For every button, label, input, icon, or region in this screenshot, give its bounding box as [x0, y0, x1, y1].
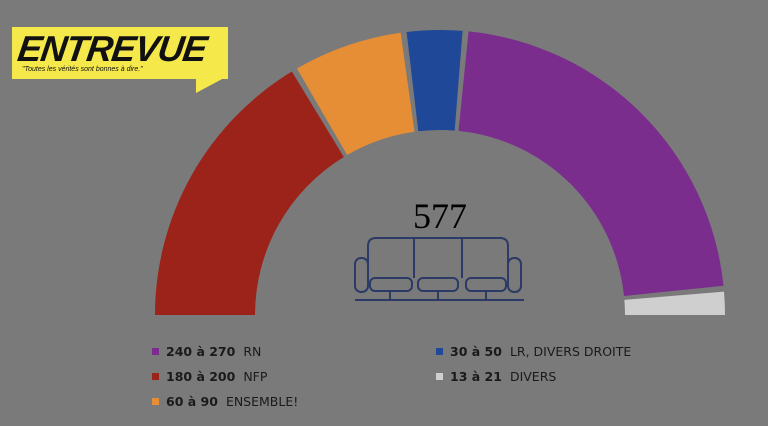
segment-ensemble [296, 32, 415, 155]
legend-range: 60 à 90 [166, 394, 218, 409]
segment-divers [624, 291, 725, 315]
legend-item: 240 à 270 RN [152, 344, 261, 359]
legend-swatch [152, 398, 159, 405]
legend-range: 30 à 50 [450, 344, 502, 359]
legend-swatch [436, 373, 443, 380]
sofa-icon [354, 237, 524, 301]
legend-label: NFP [243, 369, 268, 384]
legend-label: RN [243, 344, 262, 359]
legend-item: 60 à 90 ENSEMBLE! [152, 394, 298, 409]
legend-item: 180 à 200 NFP [152, 369, 267, 384]
legend-label: LR, DIVERS DROITE [509, 344, 632, 359]
entrevue-logo: ENTREVUE "Toutes les vérités sont bonnes… [12, 27, 228, 79]
segment-nfp [155, 71, 344, 316]
legend-label: ENSEMBLE! [225, 394, 299, 409]
legend-range: 180 à 200 [166, 369, 236, 384]
logo-speech-tail [196, 78, 224, 93]
legend-swatch [152, 373, 159, 380]
legend-swatch [436, 348, 443, 355]
legend-item: 30 à 50 LR, DIVERS DROITE [436, 344, 631, 359]
legend-range: 240 à 270 [166, 344, 236, 359]
legend-swatch [152, 348, 159, 355]
legend-label: DIVERS [509, 369, 557, 384]
segment-rn [458, 31, 724, 296]
segment-lr-divers-droite [406, 29, 463, 132]
logo-tagline: "Toutes les vérités sont bonnes à dire." [22, 66, 143, 73]
total-seats: 577 [413, 196, 467, 236]
legend-item: 13 à 21 DIVERS [436, 369, 556, 384]
legend-range: 13 à 21 [450, 369, 502, 384]
